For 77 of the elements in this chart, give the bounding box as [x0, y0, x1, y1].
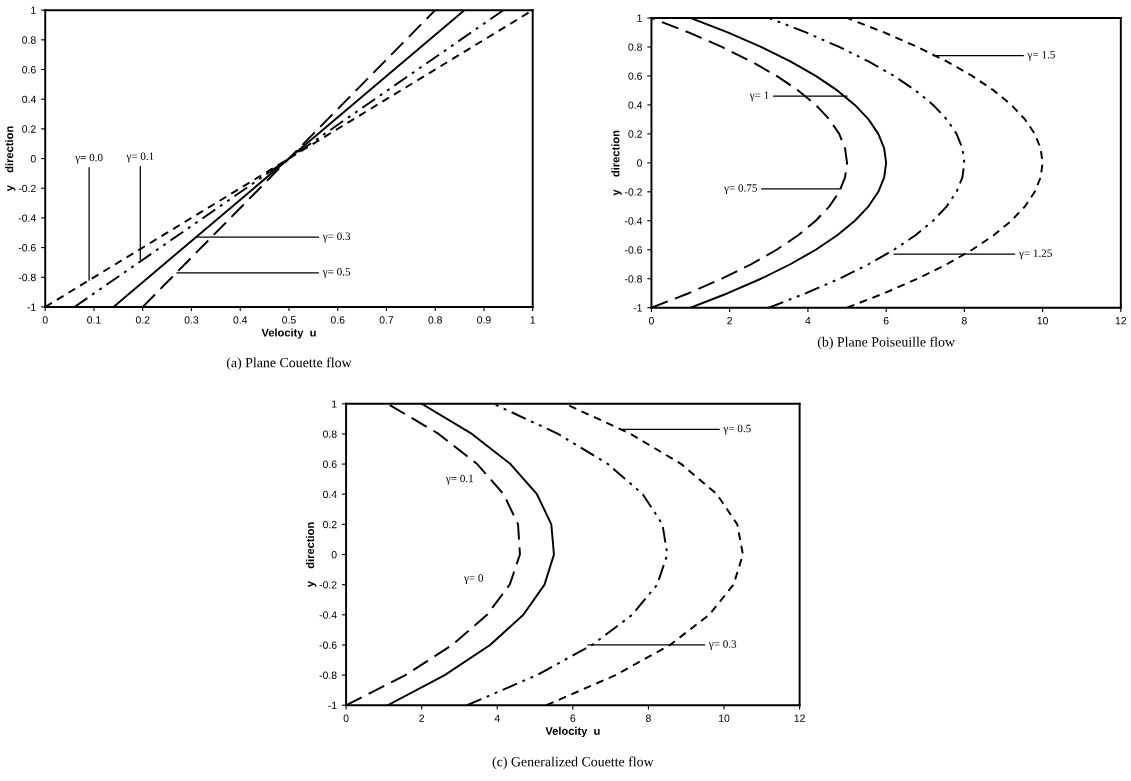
y-tick-label: 0.2 [22, 125, 36, 133]
text: (b) Plane Poiseuille flow [817, 336, 955, 350]
y-tick-label: -0.6 [624, 246, 642, 254]
x-axis-title: Velocity u [545, 726, 600, 738]
annotation: γ= 0.3 [708, 640, 737, 650]
y-tick-label: -1 [27, 303, 36, 311]
y-tick-label: -0.8 [624, 275, 642, 283]
annotation: γ= 1.5 [1027, 50, 1055, 61]
y-tick-label: -0.6 [319, 641, 337, 649]
y-tick-label: 0.4 [322, 490, 337, 499]
x-tick-label: 0 [42, 316, 48, 324]
y-axis-title: y direction [305, 522, 317, 588]
x-tick-label: 0.8 [428, 316, 442, 324]
x-tick-label: 10 [1037, 317, 1048, 325]
y-tick-label: 0.8 [322, 430, 337, 438]
x-tick-label: 0.4 [233, 316, 248, 324]
y-tick-label: 0 [30, 155, 36, 163]
y-tick-label: 0.8 [22, 36, 36, 44]
annotation: γ= 0.5 [723, 424, 751, 435]
y-tick-label: 1 [31, 6, 36, 14]
x-tick-label: 0 [648, 317, 654, 325]
x-tick-label: 10 [719, 714, 730, 722]
annotation: γ= 1 [749, 91, 769, 102]
y-tick-label: -0.6 [18, 244, 36, 252]
x-tick-label: 4 [494, 714, 500, 722]
x-tick-label: 0 [343, 714, 349, 722]
text: (c) Generalized Couette flow [492, 756, 654, 770]
x-tick-label: 6 [883, 317, 889, 325]
x-tick-label: 12 [1115, 317, 1127, 325]
x-tick-label: 4 [805, 317, 811, 325]
y-tick-label: -1 [633, 304, 642, 312]
annotation: γ= 0.0 [75, 153, 103, 164]
y-tick-label: -0.2 [18, 184, 36, 193]
y-tick-label: -0.8 [18, 273, 36, 282]
y-tick-label: 0.4 [628, 101, 643, 109]
annotation: γ= 0.1 [126, 152, 154, 163]
x-tick-label: 0.7 [379, 316, 394, 324]
x-tick-label: 1 [530, 316, 536, 324]
annotation: γ= 0.3 [322, 232, 351, 243]
y-tick-label: -0.4 [18, 214, 36, 222]
x-tick-label: 8 [961, 317, 967, 325]
annotation: γ= 0.1 [445, 474, 474, 485]
y-axis-title: y direction [611, 130, 622, 196]
y-tick-label: 0.6 [628, 72, 642, 80]
x-tick-label: 8 [646, 714, 651, 722]
y-tick-label: 0.6 [322, 460, 337, 468]
y-tick-label: 0 [331, 551, 337, 559]
x-tick-label: 0.5 [282, 316, 296, 324]
y-tick-label: 0.8 [628, 43, 642, 51]
y-tick-label: -0.2 [624, 188, 642, 196]
x-tick-label: 12 [794, 714, 805, 722]
x-tick-label: 0.1 [87, 316, 101, 324]
x-tick-label: 2 [727, 317, 733, 325]
annotation: γ= 0.5 [322, 268, 351, 278]
x-tick-label: 6 [570, 714, 576, 722]
y-tick-label: -0.4 [624, 217, 643, 225]
x-axis-title: Velocity u [261, 328, 316, 339]
y-tick-label: 1 [637, 14, 642, 22]
y-tick-label: 0 [637, 159, 643, 167]
x-tick-label: 0.9 [477, 316, 491, 324]
y-tick-label: 0.2 [322, 520, 337, 529]
y-axis-title: y direction [5, 126, 16, 192]
y-tick-label: -0.8 [319, 671, 337, 679]
annotation: γ= 0.75 [724, 184, 757, 194]
y-tick-label: 0.2 [628, 130, 642, 138]
y-tick-label: 0.6 [22, 66, 36, 74]
text: (a) Plane Couette flow [226, 357, 352, 371]
annotation: γ= 1.25 [1018, 249, 1052, 260]
x-tick-label: 0.3 [184, 316, 199, 324]
y-tick-label: -1 [328, 701, 337, 710]
annotation: γ= 0 [463, 574, 484, 585]
y-tick-label: 0.4 [22, 95, 36, 104]
y-tick-label: -0.2 [319, 581, 337, 589]
x-tick-label: 0.2 [135, 316, 150, 324]
y-tick-label: 1 [332, 400, 337, 408]
y-tick-label: -0.4 [319, 611, 337, 619]
x-tick-label: 2 [419, 714, 425, 722]
